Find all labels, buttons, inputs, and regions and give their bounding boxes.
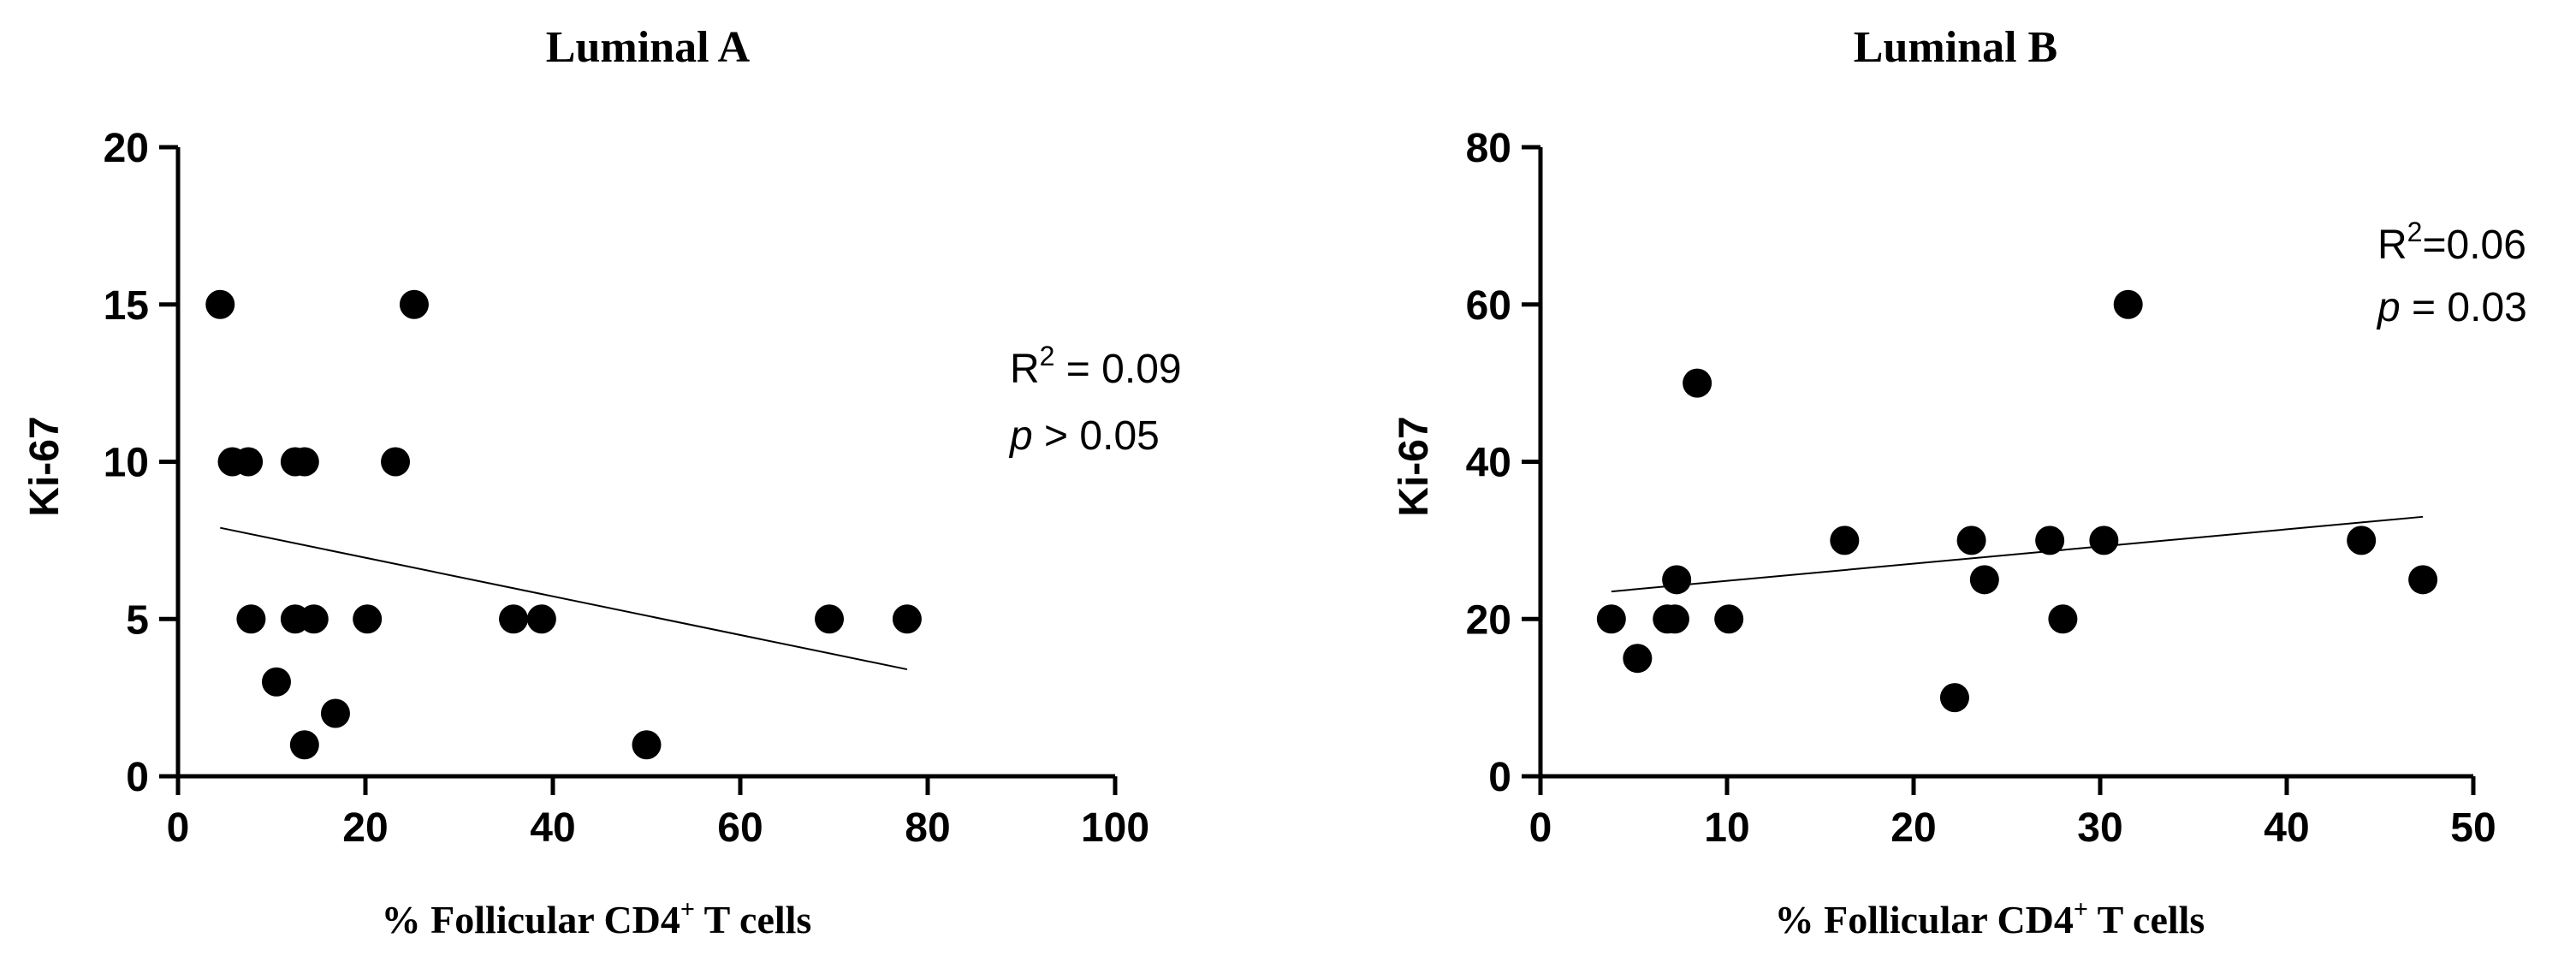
data-point	[289, 730, 319, 760]
data-point	[299, 604, 329, 634]
y-tick-label: 5	[126, 597, 149, 643]
y-tick-label: 0	[1488, 755, 1511, 800]
y-tick-label: 80	[1466, 126, 1511, 171]
y-ticks: 0 5 10 15 20	[104, 126, 178, 800]
data-point	[2408, 565, 2438, 595]
data-point	[1969, 565, 1999, 595]
data-point	[1939, 683, 1969, 713]
data-points	[205, 289, 922, 760]
data-point	[526, 604, 556, 634]
data-point	[2113, 289, 2143, 319]
y-tick-label: 10	[104, 441, 149, 486]
x-tick-label: 100	[1081, 805, 1149, 851]
chart-title: Luminal B	[1854, 23, 2057, 72]
data-point	[1596, 604, 1626, 634]
x-tick-label: 20	[342, 805, 388, 851]
data-point	[234, 447, 264, 477]
x-tick-label: 80	[905, 805, 950, 851]
x-tick-label: 30	[2077, 805, 2122, 851]
data-point	[1659, 604, 1689, 634]
data-point	[815, 604, 845, 634]
data-point	[261, 667, 291, 697]
data-point	[1683, 368, 1712, 398]
data-point	[1830, 526, 1860, 555]
p-value-annotation: p > 0.05	[1008, 413, 1160, 459]
x-tick-label: 0	[1529, 805, 1552, 851]
x-ticks: 0 10 20 30 40 50	[1529, 776, 2496, 851]
data-point	[236, 604, 266, 634]
data-point	[1662, 565, 1692, 595]
x-axis-label: % Follicular CD4+ T cells	[382, 895, 812, 941]
r-squared-annotation: R2=0.06	[2377, 217, 2526, 268]
x-tick-label: 20	[1890, 805, 1936, 851]
x-axis-label: % Follicular CD4+ T cells	[1775, 895, 2205, 941]
data-point	[289, 447, 319, 477]
data-point	[399, 289, 429, 319]
y-axis-label: Ki-67	[22, 416, 68, 516]
data-point	[1714, 604, 1744, 634]
data-point	[2035, 526, 2065, 555]
data-point	[1623, 644, 1653, 674]
y-tick-label: 20	[104, 126, 149, 171]
y-tick-label: 40	[1466, 441, 1511, 486]
luminal-b-panel: Luminal B Ki-67 0 20 40 60 80 0 10 20 30 40 50 R2…	[1392, 23, 2527, 941]
luminal-a-panel: Luminal A Ki-67 0 5 10 15 20 0 20 40 60 80 100 R2…	[22, 23, 1182, 941]
data-point	[632, 730, 662, 760]
data-point	[205, 289, 235, 319]
data-point	[892, 604, 922, 634]
p-value-annotation: p = 0.03	[2376, 285, 2527, 330]
x-tick-label: 60	[717, 805, 763, 851]
data-point	[381, 447, 411, 477]
x-ticks: 0 20 40 60 80 100	[167, 776, 1149, 851]
y-tick-label: 20	[1466, 597, 1511, 643]
data-point	[2048, 604, 2078, 634]
y-tick-label: 15	[104, 283, 149, 329]
regression-line	[1611, 515, 2424, 593]
x-tick-label: 40	[2264, 805, 2309, 851]
data-point	[499, 604, 529, 634]
data-point	[2089, 526, 2119, 555]
x-tick-label: 0	[167, 805, 190, 851]
y-ticks: 0 20 40 60 80	[1466, 126, 1540, 800]
data-point	[2347, 526, 2377, 555]
data-point	[320, 698, 350, 728]
data-points	[1596, 289, 2438, 713]
regression-line	[220, 526, 908, 671]
r-squared-annotation: R2 = 0.09	[1010, 341, 1182, 392]
x-tick-label: 40	[530, 805, 575, 851]
y-tick-label: 60	[1466, 283, 1511, 329]
x-tick-label: 50	[2450, 805, 2496, 851]
x-tick-label: 10	[1704, 805, 1749, 851]
chart-title: Luminal A	[546, 23, 751, 72]
data-point	[353, 604, 383, 634]
data-point	[1956, 526, 1986, 555]
y-tick-label: 0	[126, 755, 149, 800]
y-axis-label: Ki-67	[1392, 416, 1437, 516]
